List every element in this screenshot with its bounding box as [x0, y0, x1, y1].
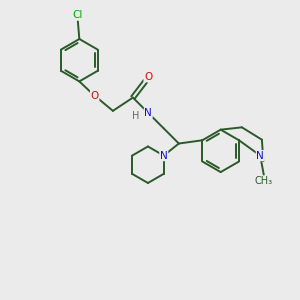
Text: O: O — [144, 72, 152, 82]
Text: N: N — [160, 151, 168, 160]
Text: CH₃: CH₃ — [255, 176, 273, 186]
Text: Cl: Cl — [72, 10, 83, 20]
Text: N: N — [144, 108, 152, 118]
Text: O: O — [91, 91, 99, 100]
Text: N: N — [256, 151, 264, 160]
Text: H: H — [132, 111, 140, 122]
